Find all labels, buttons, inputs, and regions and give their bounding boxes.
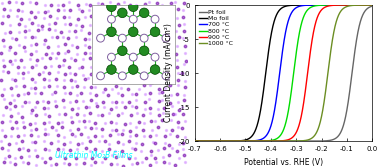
Circle shape bbox=[107, 15, 115, 23]
Circle shape bbox=[129, 15, 137, 23]
Circle shape bbox=[107, 2, 116, 12]
Circle shape bbox=[139, 8, 149, 18]
Legend: Pt foil, Mo foil, 700 °C, 800 °C, 900 °C, 1000 °C: Pt foil, Mo foil, 700 °C, 800 °C, 900 °C… bbox=[198, 8, 235, 48]
Circle shape bbox=[107, 27, 116, 37]
Circle shape bbox=[139, 46, 149, 56]
Circle shape bbox=[107, 53, 115, 61]
Circle shape bbox=[151, 15, 159, 23]
Circle shape bbox=[162, 72, 170, 80]
Circle shape bbox=[129, 27, 138, 37]
Circle shape bbox=[118, 46, 127, 56]
Circle shape bbox=[118, 34, 126, 42]
Circle shape bbox=[162, 34, 170, 42]
Circle shape bbox=[118, 8, 127, 18]
Circle shape bbox=[107, 65, 116, 74]
Circle shape bbox=[97, 34, 104, 42]
Circle shape bbox=[151, 53, 159, 61]
Circle shape bbox=[150, 65, 160, 74]
Text: Ultrathin Mo₂B Films: Ultrathin Mo₂B Films bbox=[55, 151, 132, 160]
Circle shape bbox=[118, 72, 126, 80]
Circle shape bbox=[140, 72, 148, 80]
Circle shape bbox=[129, 2, 138, 12]
Circle shape bbox=[129, 53, 137, 61]
Circle shape bbox=[140, 34, 148, 42]
Circle shape bbox=[97, 72, 104, 80]
X-axis label: Potential vs. RHE (V): Potential vs. RHE (V) bbox=[244, 157, 323, 166]
Circle shape bbox=[150, 27, 160, 37]
Y-axis label: Current Density (mA/cm²): Current Density (mA/cm²) bbox=[164, 24, 173, 123]
Circle shape bbox=[129, 65, 138, 74]
